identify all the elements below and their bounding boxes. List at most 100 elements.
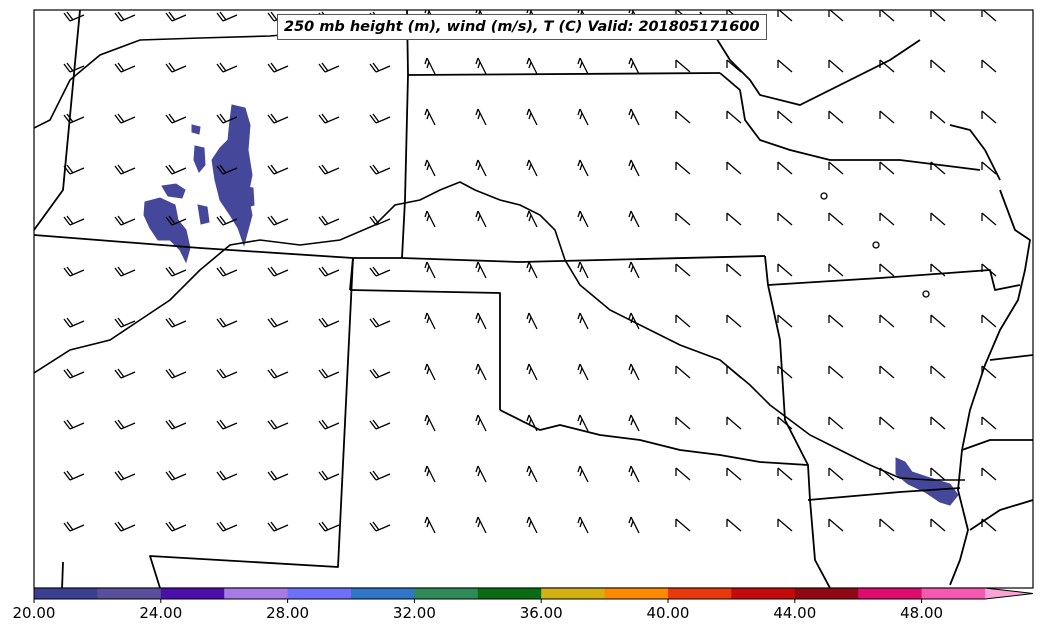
- wind-barb: [828, 110, 844, 124]
- wind-barb: [981, 161, 997, 175]
- wind-barb: [628, 210, 640, 228]
- wind-barb: [165, 521, 187, 532]
- colorbar-tick-label: 40.00: [647, 604, 690, 622]
- colorbar-segment: [414, 588, 479, 599]
- wind-barb: [424, 465, 436, 483]
- wind-barb: [216, 521, 238, 532]
- wind-barb: [267, 368, 289, 379]
- wind-barb: [930, 314, 946, 328]
- wind-barb: [777, 110, 793, 124]
- wind-barb: [726, 59, 742, 73]
- wind-barb: [216, 62, 238, 73]
- wind-barb: [216, 113, 238, 124]
- wind-barb: [526, 414, 538, 432]
- colorbar-tick-label: 28.00: [266, 604, 309, 622]
- temperature-shade-blob: [193, 145, 206, 173]
- wind-barb: [267, 215, 289, 226]
- wind-barb: [777, 467, 793, 481]
- wind-barb: [369, 215, 391, 226]
- wind-barb: [628, 108, 640, 126]
- temperature-shade-blob: [161, 183, 186, 199]
- wind-barb: [577, 465, 589, 483]
- wind-barb: [63, 470, 85, 481]
- wind-barb: [777, 212, 793, 226]
- wind-barb: [526, 465, 538, 483]
- wind-barb: [475, 210, 487, 228]
- colorbar-segment: [604, 588, 669, 599]
- wind-barb: [777, 314, 793, 328]
- wind-barb: [424, 363, 436, 381]
- wind-barb: [828, 10, 844, 22]
- wind-barb: [577, 363, 589, 381]
- wind-barb: [114, 419, 136, 430]
- wind-barb: [879, 263, 895, 277]
- wind-barb: [577, 57, 589, 75]
- wind-barb: [165, 368, 187, 379]
- colorbar-segment: [858, 588, 923, 599]
- wind-barb: [165, 164, 187, 175]
- wind-barb: [63, 368, 85, 379]
- wind-barb: [628, 363, 640, 381]
- temperature-shade-blob: [191, 124, 201, 135]
- wind-barb: [216, 266, 238, 277]
- wind-barb: [828, 467, 844, 481]
- wind-barb: [726, 161, 742, 175]
- wind-barb: [63, 62, 85, 73]
- wind-barb: [879, 314, 895, 328]
- wind-barb: [318, 521, 340, 532]
- wind-barb: [216, 215, 238, 226]
- wind-barb: [475, 516, 487, 534]
- wind-barb: [879, 110, 895, 124]
- wind-barb: [267, 419, 289, 430]
- wind-barb: [216, 419, 238, 430]
- wind-barb: [577, 516, 589, 534]
- temperature-shading: [143, 104, 959, 506]
- colorbar-segment: [224, 588, 289, 599]
- wind-barb: [318, 419, 340, 430]
- wind-barb: [577, 108, 589, 126]
- wind-barb: [726, 365, 742, 379]
- wind-barb: [424, 159, 436, 177]
- wind-barb: [726, 518, 742, 532]
- wind-barb: [424, 210, 436, 228]
- wind-barb: [675, 110, 691, 124]
- calm-wind-marker: [820, 192, 828, 200]
- wind-barb: [318, 368, 340, 379]
- colorbar-tick-label: 20.00: [13, 604, 56, 622]
- wind-barb: [828, 212, 844, 226]
- wind-barb: [777, 518, 793, 532]
- wind-barb: [675, 365, 691, 379]
- colorbar-segment: [731, 588, 796, 599]
- map-frame: [33, 9, 1034, 589]
- wind-barb: [267, 266, 289, 277]
- temperature-shade-blob: [211, 104, 253, 247]
- wind-barb: [318, 266, 340, 277]
- wind-barb: [318, 317, 340, 328]
- wind-barb: [318, 113, 340, 124]
- wind-barb: [267, 521, 289, 532]
- wind-barb: [577, 210, 589, 228]
- wind-barb: [216, 11, 238, 22]
- wind-barb: [777, 365, 793, 379]
- wind-barb: [475, 465, 487, 483]
- wind-barb: [879, 467, 895, 481]
- wind-barb: [424, 57, 436, 75]
- wind-barb: [577, 159, 589, 177]
- wind-barb: [63, 521, 85, 532]
- wind-barb: [267, 113, 289, 124]
- wind-barb: [424, 414, 436, 432]
- colorbar-tick-label: 44.00: [773, 604, 816, 622]
- wind-barb: [267, 470, 289, 481]
- wind-barb: [628, 414, 640, 432]
- wind-barb: [165, 215, 187, 226]
- wind-barb: [63, 419, 85, 430]
- wind-barb: [369, 266, 391, 277]
- wind-barb: [777, 416, 793, 430]
- wind-barb: [981, 314, 997, 328]
- wind-barb: [63, 11, 85, 22]
- wind-barb: [930, 59, 946, 73]
- wind-barb: [879, 518, 895, 532]
- wind-barb: [165, 113, 187, 124]
- wind-barb: [828, 416, 844, 430]
- wind-barb: [216, 470, 238, 481]
